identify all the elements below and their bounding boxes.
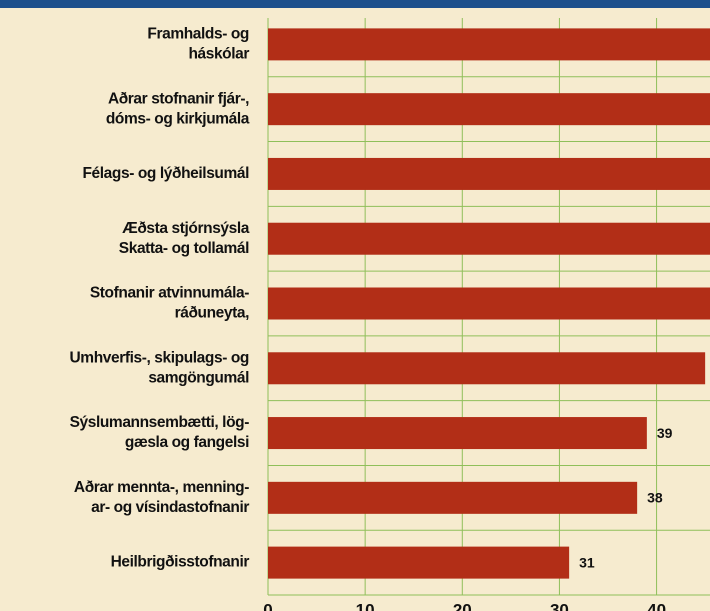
x-tick-label: 10: [356, 600, 375, 611]
bar: [268, 546, 570, 579]
x-tick-label: 0: [263, 600, 272, 611]
header-band: [0, 0, 710, 8]
y-tick-label: ar- og vísindastofnanir: [91, 499, 249, 516]
y-tick-label: ráðuneyta,: [175, 305, 249, 322]
bar: [268, 287, 710, 320]
y-tick-label: háskólar: [188, 45, 249, 62]
bar: [268, 93, 710, 126]
y-tick-label: Félags- og lýðheilsumál: [82, 165, 249, 182]
value-label: 39: [657, 425, 673, 441]
y-tick-label: Sýslumannsembætti, lög-: [70, 414, 250, 431]
x-tick-label: 40: [647, 600, 666, 611]
y-tick-label: Æðsta stjórnsýsla: [122, 220, 250, 237]
y-tick-label: gæsla og fangelsi: [125, 434, 249, 451]
y-tick-label: Stofnanir atvinnumála-: [90, 285, 249, 302]
y-tick-label: Aðrar mennta-, menning-: [74, 479, 249, 496]
y-tick-label: Framhalds- og: [147, 25, 249, 42]
bar: [268, 481, 638, 514]
value-label: 38: [647, 490, 663, 506]
bar: [268, 417, 647, 450]
y-tick-label: dóms- og kirkjumála: [106, 110, 250, 127]
x-tick-label: 20: [453, 600, 472, 611]
value-label: 31: [579, 554, 595, 570]
y-tick-label: Heilbrigðisstofnanir: [111, 554, 250, 571]
y-tick-label: samgöngumál: [148, 369, 249, 386]
bar: [268, 222, 710, 255]
bar: [268, 28, 710, 61]
y-tick-label: Aðrar stofnanir fjár-,: [108, 90, 249, 107]
y-tick-label: Skatta- og tollamál: [119, 240, 249, 257]
bar: [268, 157, 710, 190]
y-tick-label: Umhverfis-, skipulags- og: [70, 349, 249, 366]
bar: [268, 352, 706, 385]
x-tick-label: 30: [550, 600, 569, 611]
